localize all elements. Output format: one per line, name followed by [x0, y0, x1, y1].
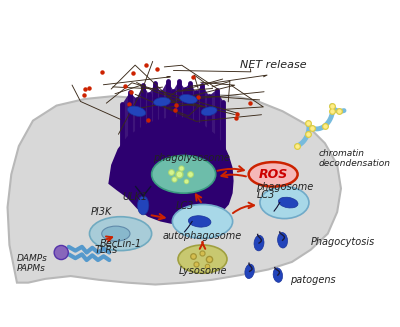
Ellipse shape	[102, 226, 130, 241]
Text: NET release: NET release	[240, 60, 307, 70]
Text: PI3K: PI3K	[91, 207, 112, 217]
Text: BecLin-1: BecLin-1	[100, 239, 142, 249]
Ellipse shape	[278, 197, 298, 208]
Ellipse shape	[172, 204, 233, 238]
Ellipse shape	[254, 235, 264, 251]
Ellipse shape	[249, 162, 298, 187]
Ellipse shape	[54, 246, 68, 260]
Text: ULK1: ULK1	[122, 192, 147, 202]
Ellipse shape	[201, 107, 217, 116]
Ellipse shape	[178, 245, 227, 273]
Text: chromatin
decondensation: chromatin decondensation	[318, 149, 390, 168]
Text: phagosome: phagosome	[256, 182, 313, 192]
Ellipse shape	[180, 95, 197, 103]
Ellipse shape	[273, 268, 282, 282]
Text: Lysosome: Lysosome	[178, 266, 227, 276]
Ellipse shape	[260, 187, 309, 218]
Ellipse shape	[152, 156, 216, 193]
Ellipse shape	[278, 232, 288, 248]
Text: LC3: LC3	[176, 201, 194, 211]
Text: autophagosome: autophagosome	[163, 231, 242, 241]
Ellipse shape	[245, 264, 254, 279]
Text: TLRs: TLRs	[94, 245, 118, 254]
Text: phagolysosome: phagolysosome	[154, 153, 230, 163]
Ellipse shape	[127, 106, 146, 116]
Polygon shape	[122, 81, 223, 151]
Text: DAMPs
PAPMs: DAMPs PAPMs	[17, 254, 48, 273]
Text: LC3: LC3	[256, 190, 275, 200]
Ellipse shape	[154, 97, 170, 106]
Ellipse shape	[188, 216, 211, 227]
Text: patogens: patogens	[290, 275, 336, 284]
Polygon shape	[108, 117, 234, 224]
Polygon shape	[8, 94, 341, 284]
Text: ROS: ROS	[258, 168, 288, 181]
Ellipse shape	[90, 217, 152, 250]
Text: Phagocytosis: Phagocytosis	[311, 237, 375, 247]
Ellipse shape	[138, 196, 149, 215]
